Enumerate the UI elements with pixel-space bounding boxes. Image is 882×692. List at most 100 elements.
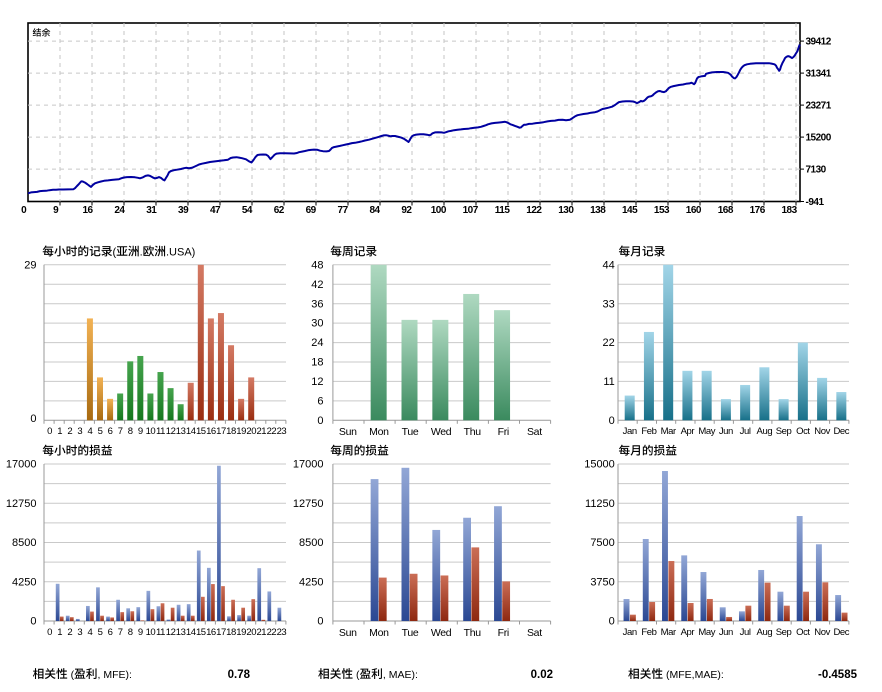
svg-text:Tue: Tue: [402, 627, 419, 639]
svg-text:Fri: Fri: [498, 627, 509, 639]
svg-text:17: 17: [216, 426, 226, 437]
svg-text:Nov: Nov: [814, 426, 830, 437]
svg-text:-0.4585: -0.4585: [818, 669, 858, 681]
svg-text:22: 22: [603, 337, 615, 349]
svg-text:31341: 31341: [806, 69, 832, 80]
svg-text:Mar: Mar: [661, 426, 676, 437]
svg-text:8500: 8500: [12, 537, 36, 549]
svg-text:8: 8: [128, 426, 133, 437]
svg-text:17000: 17000: [6, 459, 37, 471]
svg-text:183: 183: [782, 205, 798, 216]
svg-text:Dec: Dec: [833, 627, 849, 638]
svg-text:18: 18: [226, 426, 236, 437]
svg-text:14: 14: [186, 627, 196, 638]
svg-text:69: 69: [306, 205, 317, 216]
svg-text:29: 29: [24, 259, 36, 271]
svg-text:Sun: Sun: [339, 627, 357, 639]
svg-text:4250: 4250: [299, 576, 323, 588]
svg-text:54: 54: [242, 205, 253, 216]
svg-text:0: 0: [609, 616, 615, 628]
svg-text:(MFE,MAE):: (MFE,MAE):: [663, 669, 724, 681]
svg-text:2: 2: [67, 627, 72, 638]
svg-text:92: 92: [401, 205, 412, 216]
svg-text:Fri: Fri: [498, 426, 509, 438]
svg-text:2: 2: [67, 426, 72, 437]
svg-text:100: 100: [431, 205, 447, 216]
svg-text:(: (: [353, 669, 360, 681]
svg-text:77: 77: [338, 205, 349, 216]
svg-text:12750: 12750: [293, 498, 324, 510]
svg-text:48: 48: [311, 259, 323, 271]
svg-text:1: 1: [57, 426, 62, 437]
svg-text:Dec: Dec: [833, 426, 849, 437]
svg-text:Sep: Sep: [776, 627, 792, 638]
svg-text:-941: -941: [806, 197, 825, 208]
svg-text:Tue: Tue: [402, 426, 419, 438]
svg-text:Jan: Jan: [623, 426, 637, 437]
svg-text:.USA): .USA): [166, 246, 195, 258]
svg-text:10: 10: [146, 426, 156, 437]
svg-text:Feb: Feb: [641, 426, 656, 437]
svg-text:1: 1: [57, 627, 62, 638]
svg-text:138: 138: [590, 205, 606, 216]
svg-text:Feb: Feb: [641, 627, 656, 638]
svg-text:0.78: 0.78: [228, 669, 251, 681]
svg-text:13: 13: [176, 426, 186, 437]
svg-text:Jan: Jan: [623, 627, 637, 638]
svg-text:Mon: Mon: [369, 426, 389, 438]
svg-text:4: 4: [87, 426, 92, 437]
svg-text:12: 12: [166, 627, 176, 638]
svg-text:0: 0: [30, 616, 36, 628]
svg-text:Nov: Nov: [814, 627, 830, 638]
svg-text:9: 9: [138, 426, 143, 437]
svg-text:12750: 12750: [6, 498, 37, 510]
svg-text:11: 11: [603, 376, 614, 388]
svg-text:Wed: Wed: [431, 426, 452, 438]
svg-text:24: 24: [114, 205, 125, 216]
svg-text:10: 10: [146, 627, 156, 638]
svg-text:22: 22: [267, 627, 277, 638]
svg-text:Aug: Aug: [757, 627, 773, 638]
svg-text:168: 168: [718, 205, 734, 216]
svg-text:Jun: Jun: [719, 627, 733, 638]
svg-text:15000: 15000: [584, 459, 615, 471]
svg-text:153: 153: [654, 205, 670, 216]
svg-text:6: 6: [108, 426, 113, 437]
svg-text:9: 9: [138, 627, 143, 638]
svg-text:18: 18: [226, 627, 236, 638]
svg-text:Aug: Aug: [757, 426, 773, 437]
svg-text:42: 42: [311, 279, 323, 291]
svg-text:0.02: 0.02: [531, 669, 553, 681]
svg-text:Mon: Mon: [369, 627, 389, 639]
svg-text:11: 11: [156, 627, 165, 638]
svg-text:176: 176: [750, 205, 766, 216]
svg-text:39: 39: [178, 205, 189, 216]
svg-text:30: 30: [311, 318, 323, 330]
svg-text:15: 15: [196, 627, 206, 638]
svg-text:4250: 4250: [12, 576, 36, 588]
svg-text:8500: 8500: [299, 537, 323, 549]
svg-text:Sep: Sep: [776, 426, 792, 437]
svg-text:Jul: Jul: [740, 426, 751, 437]
svg-text:Oct: Oct: [796, 627, 810, 638]
svg-text:7: 7: [118, 627, 123, 638]
svg-text:3750: 3750: [590, 576, 614, 588]
svg-text:20: 20: [246, 426, 256, 437]
svg-text:19: 19: [236, 426, 246, 437]
svg-text:, MAE):: , MAE):: [383, 669, 418, 681]
svg-text:160: 160: [686, 205, 702, 216]
svg-text:24: 24: [311, 337, 323, 349]
svg-text:36: 36: [311, 298, 323, 310]
svg-text:6: 6: [108, 627, 113, 638]
svg-text:14: 14: [186, 426, 196, 437]
svg-text:16: 16: [82, 205, 93, 216]
svg-text:19: 19: [236, 627, 246, 638]
svg-text:17000: 17000: [293, 459, 324, 471]
svg-text:Wed: Wed: [431, 627, 452, 639]
svg-text:5: 5: [98, 627, 103, 638]
svg-text:145: 145: [622, 205, 638, 216]
svg-text:0: 0: [47, 426, 52, 437]
svg-text:0: 0: [47, 627, 52, 638]
svg-text:.: .: [140, 246, 143, 258]
svg-text:Oct: Oct: [796, 426, 810, 437]
